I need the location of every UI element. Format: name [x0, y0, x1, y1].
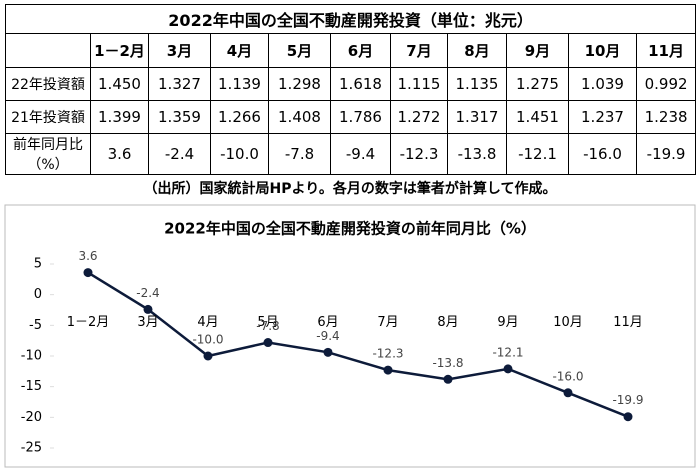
header-cell: 3月: [148, 33, 211, 68]
data-table: 2022年中国の全国不動産開発投資（単位：兆元） 1－2月 3月 4月 5月 6月 7月 8…: [4, 4, 697, 175]
header-cell: 6月: [330, 33, 391, 68]
table-cell: 1.786: [330, 100, 391, 134]
header-row: 1－2月 3月 4月 5月 6月 7月 8月 9月 10月 11月: [5, 33, 697, 68]
point: [143, 304, 153, 314]
point: [623, 412, 633, 422]
data-label: -19.9: [612, 393, 643, 407]
header-cell: 10月: [568, 33, 637, 68]
row-label: 21年投資額: [5, 100, 91, 134]
point: [383, 365, 393, 375]
y-tick-label: -5: [29, 318, 42, 333]
point: [443, 374, 453, 384]
table-cell: 1.238: [635, 100, 697, 134]
table-cell: 1.408: [268, 100, 331, 134]
x-tick-label: 3月: [137, 315, 158, 330]
chart-frame: [4, 204, 696, 468]
data-label: -12.1: [492, 345, 523, 359]
y-tick-label: 5: [34, 257, 42, 272]
table-cell: 1.135: [447, 67, 507, 101]
table-cell: 1.399: [90, 100, 149, 134]
data-label: -9.4: [316, 329, 339, 343]
table-cell: 1.272: [390, 100, 448, 134]
table-cell: -9.4: [330, 133, 391, 175]
x-tick-label: 6月: [317, 315, 338, 330]
data-label: -12.3: [372, 347, 403, 361]
point: [323, 347, 333, 357]
table-cell: 3.6: [90, 133, 149, 175]
table-cell: 0.992: [635, 67, 697, 101]
y-tick-label: -10: [21, 349, 42, 364]
point: [263, 338, 273, 348]
x-tick-label: 9月: [497, 315, 518, 330]
data-label: 3.6: [78, 249, 97, 263]
table-cell: -13.8: [447, 133, 507, 175]
x-tick-label: 8月: [437, 315, 458, 330]
table-cell: 1.317: [447, 100, 507, 134]
x-tick-label: 7月: [377, 315, 398, 330]
source-note: （出所）国家統計局HPより。各月の数字は筆者が計算して作成。: [143, 181, 557, 197]
table-cell: 1.451: [506, 100, 569, 134]
y-tick-label: -25: [21, 441, 42, 456]
table-cell: 1.139: [210, 67, 269, 101]
header-cell: 9月: [506, 33, 569, 68]
table-cell: 1.618: [330, 67, 391, 101]
chart-title: 2022年中国の全国不動産開発投資の前年同月比（%）: [164, 220, 536, 238]
table-cell: -12.1: [506, 133, 569, 175]
table-title: 2022年中国の全国不動産開発投資（単位：兆元）: [4, 4, 697, 34]
line: [87, 271, 629, 418]
data-label: -13.8: [432, 356, 463, 370]
y-tick-label: -15: [21, 379, 42, 394]
point: [563, 388, 573, 398]
y-tick-label: 0: [34, 287, 42, 302]
corner-cell: [5, 33, 91, 68]
data-label: -2.4: [136, 286, 159, 300]
table-cell: 1.327: [148, 67, 211, 101]
x-tick-label: 5月: [257, 315, 278, 330]
table-cell: -19.9: [635, 133, 697, 175]
point: [203, 351, 213, 361]
table-cell: 1.359: [148, 100, 211, 134]
x-tick-label: 10月: [553, 315, 583, 330]
header-cell: 11月: [635, 33, 697, 68]
table-cell: -10.0: [210, 133, 269, 175]
x-tick-label: 1－2月: [67, 315, 110, 330]
table-cell: -12.3: [390, 133, 448, 175]
point: [83, 268, 93, 278]
table-cell: -16.0: [568, 133, 637, 175]
x-tick-label: 4月: [197, 315, 218, 330]
data-label: -10.0: [192, 333, 223, 347]
table-cell: -7.8: [268, 133, 331, 175]
table-cell: -2.4: [148, 133, 211, 175]
table-cell: 1.115: [390, 67, 448, 101]
row-label: 前年同月比（%）: [5, 133, 91, 175]
table-row: 前年同月比（%） 3.6 -2.4 -10.0 -7.8 -9.4 -12.3 -13.8 -1…: [5, 133, 697, 175]
table-cell: 1.039: [568, 67, 637, 101]
y-tick-label: -20: [21, 410, 42, 425]
data-label: -16.0: [552, 369, 583, 383]
table-cell: 1.266: [210, 100, 269, 134]
point: [503, 364, 513, 374]
table-row: 21年投資額 1.399 1.359 1.266 1.408 1.786 1.272 1.31…: [5, 100, 697, 134]
data-label: -7.8: [256, 319, 279, 333]
x-tick-label: 11月: [613, 315, 643, 330]
